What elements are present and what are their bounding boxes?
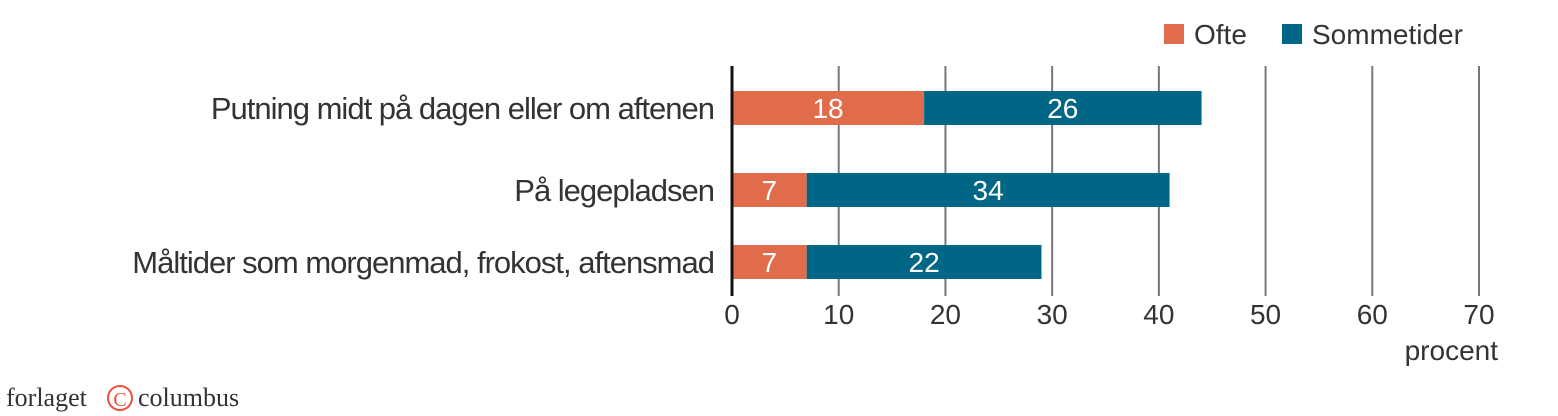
bar-ofte <box>732 173 807 207</box>
x-axis-label: procent <box>1405 335 1499 366</box>
publisher-logo: forlaget C columbus <box>6 383 239 412</box>
data-label: 7 <box>762 247 778 278</box>
x-tick-label: 60 <box>1357 299 1388 330</box>
bar-sommetider <box>924 91 1202 125</box>
logo-symbol: C <box>113 389 126 411</box>
x-tick-label: 40 <box>1143 299 1174 330</box>
data-label: 7 <box>762 175 778 206</box>
bars: 18 26 7 34 7 22 <box>732 91 1202 279</box>
category-label: På legepladsen <box>514 173 714 208</box>
data-label: 34 <box>973 175 1004 206</box>
logo-text-left: forlaget <box>6 383 88 412</box>
logo-text-right: columbus <box>138 383 239 412</box>
x-tick-label: 0 <box>724 299 740 330</box>
bar-sommetider <box>806 173 1170 207</box>
x-tick-label: 70 <box>1463 299 1494 330</box>
data-label: 18 <box>812 93 843 124</box>
category-label: Putning midt på dagen eller om aftenen <box>211 91 714 126</box>
x-tick-labels: 0 10 20 30 40 50 60 70 <box>724 299 1494 330</box>
bar-sommetider <box>806 245 1042 279</box>
legend-swatch <box>1282 24 1302 44</box>
legend-swatch <box>1164 24 1184 44</box>
x-tick-label: 20 <box>930 299 961 330</box>
x-tick-label: 30 <box>1037 299 1068 330</box>
bar-ofte <box>732 91 925 125</box>
legend: Ofte Sommetider <box>1164 19 1463 50</box>
x-tick-label: 50 <box>1250 299 1281 330</box>
copyright-icon <box>107 385 133 411</box>
data-label: 22 <box>909 247 940 278</box>
category-labels: Putning midt på dagen eller om aftenen På… <box>132 91 715 280</box>
data-label: 26 <box>1047 93 1078 124</box>
x-tick-label: 10 <box>823 299 854 330</box>
category-label: Måltider som morgenmad, frokost, aftensm… <box>132 245 714 280</box>
legend-label: Sommetider <box>1312 19 1463 50</box>
bar-ofte <box>732 245 807 279</box>
legend-label: Ofte <box>1194 19 1247 50</box>
